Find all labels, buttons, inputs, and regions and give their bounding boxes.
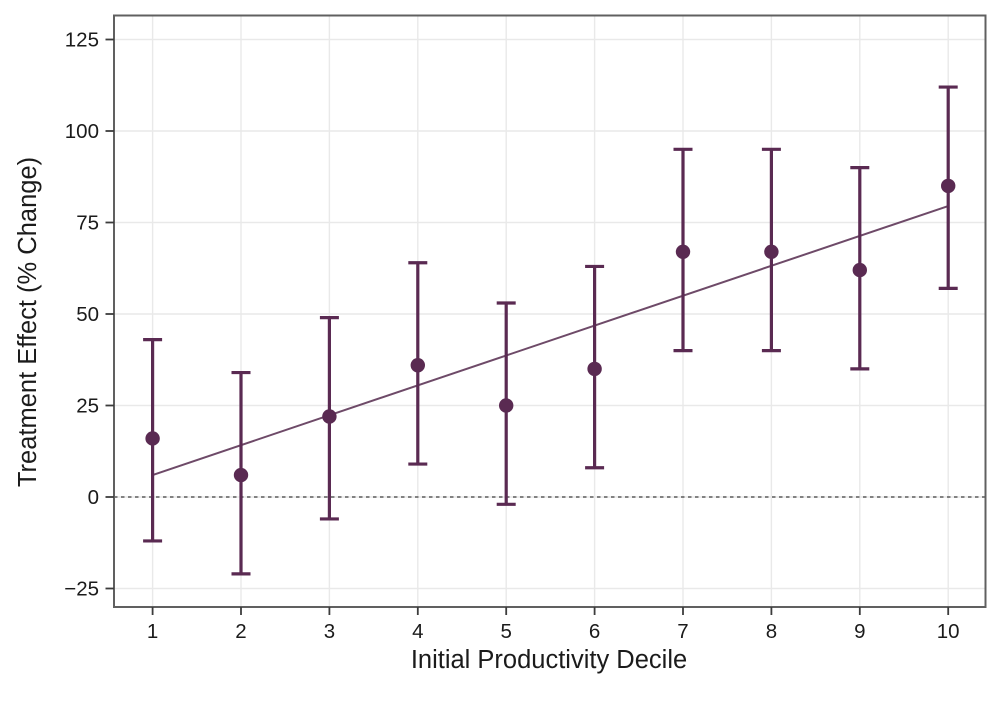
x-tick-label: 5 — [500, 620, 511, 643]
y-tick-label: 100 — [65, 120, 99, 143]
estimate-with-ci — [850, 166, 870, 371]
y-tick-label: 50 — [76, 303, 99, 326]
x-tick-label: 7 — [677, 620, 688, 643]
estimate-with-ci — [761, 147, 781, 353]
estimate-with-ci — [143, 338, 163, 543]
data-point — [587, 361, 602, 377]
x-tick-label: 1 — [147, 620, 158, 643]
data-point — [764, 244, 779, 259]
y-tick-label: 125 — [65, 29, 99, 52]
y-tick-label: 25 — [76, 395, 99, 418]
estimate-with-ci — [673, 147, 693, 353]
gridlines — [114, 15, 986, 607]
estimate-with-ci — [585, 264, 605, 470]
x-tick-label: 10 — [937, 620, 960, 643]
x-axis-title: Initial Productivity Decile — [411, 646, 687, 674]
x-tick-label: 8 — [766, 620, 777, 643]
estimate-with-ci — [938, 85, 958, 290]
y-tick-label: 0 — [88, 486, 99, 509]
data-point — [322, 409, 337, 424]
data-point — [233, 467, 249, 483]
x-tick-label: 6 — [589, 620, 600, 643]
tick-labels-layer: −25 0 25 50 75 100 125 1 2 3 4 5 6 7 8 9 10 — [64, 29, 959, 644]
y-tick-label: −25 — [64, 578, 99, 601]
estimate-with-ci — [496, 301, 516, 506]
panel-frame-layer — [113, 14, 987, 608]
axis-ticks-layer — [105, 38, 950, 615]
x-tick-label: 2 — [235, 620, 246, 643]
data-point — [675, 244, 691, 259]
estimate-with-ci — [319, 316, 339, 521]
data-point — [410, 358, 425, 373]
data-point — [499, 398, 514, 413]
estimate-with-ci — [231, 370, 251, 576]
data-point — [852, 262, 867, 278]
estimate-with-ci — [408, 261, 428, 466]
trend-line — [152, 205, 949, 476]
x-tick-label: 4 — [412, 620, 423, 643]
panel-border — [113, 14, 987, 608]
y-tick-label: 75 — [76, 212, 99, 235]
x-tick-label: 3 — [324, 620, 335, 643]
data-point — [941, 178, 956, 194]
trend-line-layer — [152, 205, 949, 476]
data-points-layer — [143, 85, 958, 576]
data-point — [145, 431, 160, 446]
y-axis-title: Treatment Effect (% Change) — [14, 157, 42, 487]
x-tick-label: 9 — [854, 620, 865, 643]
